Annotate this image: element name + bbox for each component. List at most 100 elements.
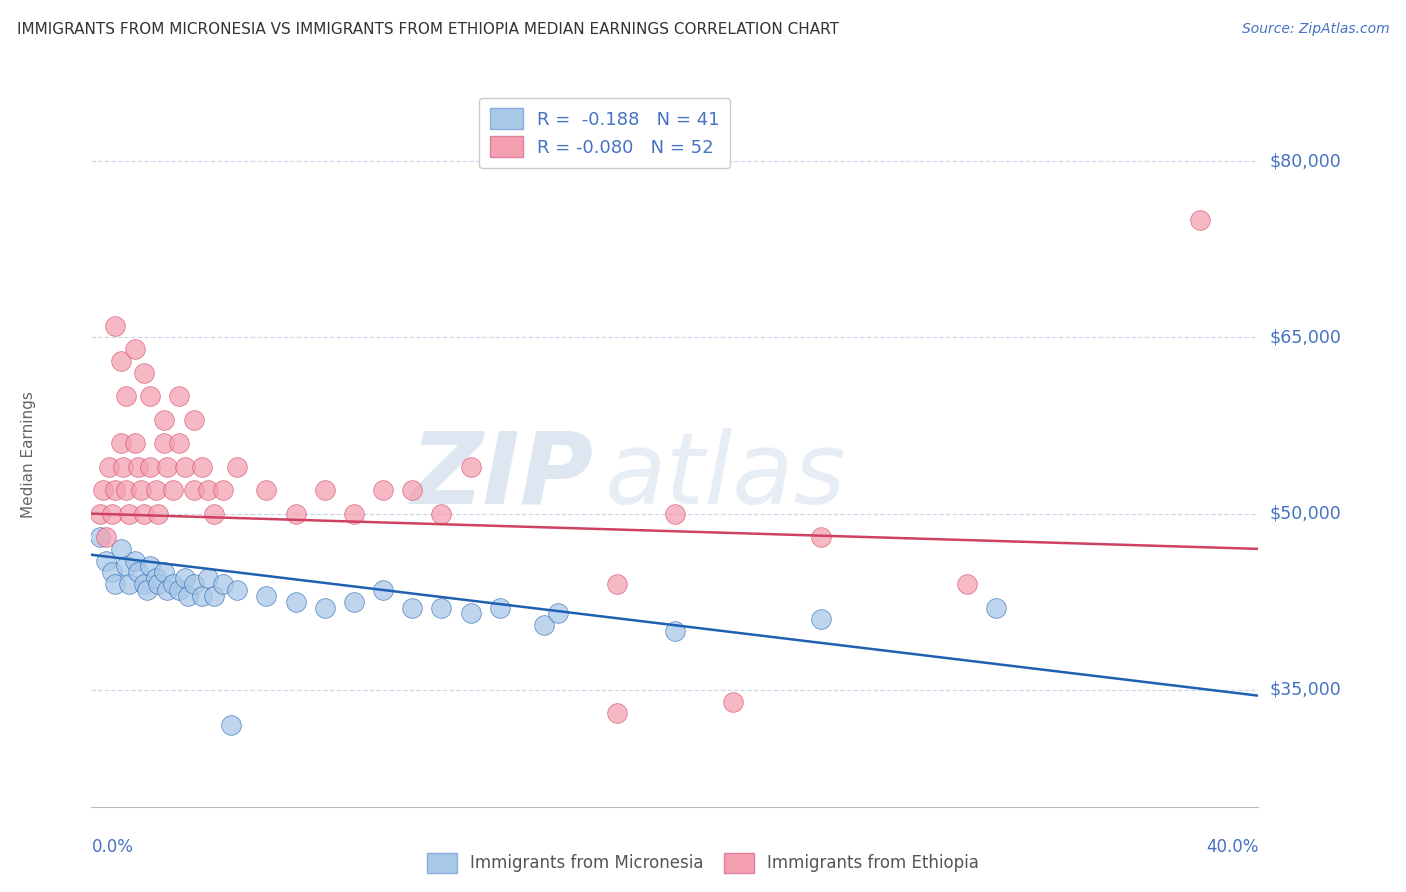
Point xyxy=(1189,213,1212,227)
Text: $80,000: $80,000 xyxy=(1270,153,1341,170)
Point xyxy=(460,607,482,621)
Point xyxy=(94,553,117,567)
Point xyxy=(167,389,190,403)
Point xyxy=(460,459,482,474)
Point xyxy=(89,530,111,544)
Point xyxy=(135,582,157,597)
Text: 40.0%: 40.0% xyxy=(1206,838,1258,855)
Point xyxy=(110,354,132,368)
Text: atlas: atlas xyxy=(605,427,846,524)
Point xyxy=(156,582,179,597)
Point xyxy=(118,507,141,521)
Point xyxy=(202,507,225,521)
Point xyxy=(153,566,176,580)
Point xyxy=(371,582,394,597)
Point xyxy=(810,612,832,626)
Point xyxy=(132,366,155,380)
Point xyxy=(91,483,114,498)
Point xyxy=(138,389,162,403)
Point xyxy=(124,553,146,567)
Text: IMMIGRANTS FROM MICRONESIA VS IMMIGRANTS FROM ETHIOPIA MEDIAN EARNINGS CORRELATI: IMMIGRANTS FROM MICRONESIA VS IMMIGRANTS… xyxy=(17,22,839,37)
Point xyxy=(211,483,233,498)
Point xyxy=(211,577,233,591)
Point xyxy=(183,412,205,426)
Point xyxy=(110,436,132,450)
Legend: Immigrants from Micronesia, Immigrants from Ethiopia: Immigrants from Micronesia, Immigrants f… xyxy=(420,847,986,880)
Point xyxy=(112,459,135,474)
Point xyxy=(104,483,127,498)
Point xyxy=(226,459,249,474)
Point xyxy=(254,589,277,603)
Text: 0.0%: 0.0% xyxy=(91,838,134,855)
Point xyxy=(430,507,453,521)
Point xyxy=(284,595,307,609)
Point xyxy=(197,571,219,585)
Point xyxy=(153,412,176,426)
Point xyxy=(153,436,176,450)
Text: $50,000: $50,000 xyxy=(1270,505,1341,523)
Point xyxy=(371,483,394,498)
Point xyxy=(94,530,117,544)
Point xyxy=(191,459,214,474)
Point xyxy=(115,389,138,403)
Point xyxy=(547,607,569,621)
Point xyxy=(104,577,127,591)
Legend: R =  -0.188   N = 41, R = -0.080   N = 52: R = -0.188 N = 41, R = -0.080 N = 52 xyxy=(479,97,730,168)
Point xyxy=(104,318,127,333)
Point xyxy=(221,718,243,732)
Point xyxy=(533,618,555,632)
Point xyxy=(167,582,190,597)
Point xyxy=(148,577,170,591)
Point xyxy=(173,571,195,585)
Point xyxy=(173,459,195,474)
Point xyxy=(984,600,1007,615)
Point xyxy=(148,507,170,521)
Point xyxy=(664,507,686,521)
Point xyxy=(183,483,205,498)
Point xyxy=(605,577,627,591)
Point xyxy=(284,507,307,521)
Point xyxy=(138,559,162,574)
Point xyxy=(132,507,155,521)
Point xyxy=(124,436,146,450)
Point xyxy=(605,706,627,721)
Point xyxy=(810,530,832,544)
Point xyxy=(138,459,162,474)
Point xyxy=(156,459,179,474)
Text: ZIP: ZIP xyxy=(411,427,593,524)
Point xyxy=(183,577,205,591)
Text: Source: ZipAtlas.com: Source: ZipAtlas.com xyxy=(1241,22,1389,37)
Point xyxy=(167,436,190,450)
Point xyxy=(197,483,219,498)
Point xyxy=(176,589,198,603)
Point xyxy=(191,589,214,603)
Point xyxy=(101,507,124,521)
Point xyxy=(132,577,155,591)
Point xyxy=(115,559,138,574)
Point xyxy=(115,483,138,498)
Point xyxy=(162,483,184,498)
Point xyxy=(101,566,124,580)
Point xyxy=(127,459,149,474)
Point xyxy=(723,694,745,708)
Point xyxy=(110,541,132,556)
Point xyxy=(956,577,979,591)
Point xyxy=(127,566,149,580)
Point xyxy=(124,342,146,356)
Point xyxy=(129,483,152,498)
Point xyxy=(162,577,184,591)
Text: $35,000: $35,000 xyxy=(1270,681,1341,698)
Point xyxy=(145,571,167,585)
Point xyxy=(97,459,120,474)
Point xyxy=(489,600,512,615)
Point xyxy=(314,600,336,615)
Point xyxy=(89,507,111,521)
Text: Median Earnings: Median Earnings xyxy=(21,392,37,518)
Point xyxy=(343,507,366,521)
Point xyxy=(202,589,225,603)
Point xyxy=(664,624,686,639)
Point xyxy=(118,577,141,591)
Text: $65,000: $65,000 xyxy=(1270,328,1341,346)
Point xyxy=(401,600,423,615)
Point xyxy=(314,483,336,498)
